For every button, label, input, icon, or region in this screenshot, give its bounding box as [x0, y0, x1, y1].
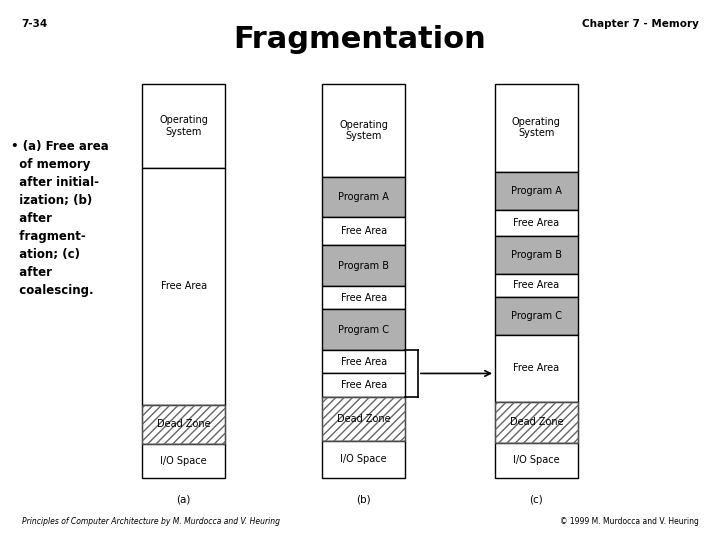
Text: Program A: Program A — [511, 186, 562, 196]
Bar — [323, 84, 405, 177]
Text: Operating
System: Operating System — [512, 117, 561, 138]
Bar — [495, 274, 577, 296]
Bar — [323, 350, 405, 374]
Text: (a): (a) — [176, 494, 191, 504]
Text: 7-34: 7-34 — [22, 19, 48, 29]
Text: Dead Zone: Dead Zone — [157, 420, 210, 429]
Bar — [323, 441, 405, 478]
Bar — [143, 168, 225, 404]
Text: (c): (c) — [529, 494, 544, 504]
Bar — [495, 236, 577, 274]
Text: I/O Space: I/O Space — [513, 455, 559, 465]
Bar — [143, 444, 225, 478]
Bar — [495, 402, 577, 443]
Text: Fragmentation: Fragmentation — [233, 25, 487, 54]
Text: Chapter 7 - Memory: Chapter 7 - Memory — [582, 19, 698, 29]
Bar — [143, 404, 225, 444]
Text: Free Area: Free Area — [513, 218, 559, 228]
Bar — [323, 286, 405, 309]
Text: © 1999 M. Murdocca and V. Heuring: © 1999 M. Murdocca and V. Heuring — [559, 517, 698, 526]
Bar — [495, 210, 577, 236]
Text: • (a) Free area
  of memory
  after initial-
  ization; (b)
  after
  fragment-
: • (a) Free area of memory after initial-… — [11, 140, 109, 298]
Text: Program A: Program A — [338, 192, 389, 202]
Text: Free Area: Free Area — [341, 226, 387, 237]
Bar — [323, 374, 405, 397]
Bar — [495, 172, 577, 210]
Bar — [495, 402, 577, 443]
Bar — [495, 335, 577, 402]
Text: Free Area: Free Area — [341, 356, 387, 367]
Text: Dead Zone: Dead Zone — [510, 417, 563, 427]
Text: Program B: Program B — [511, 250, 562, 260]
Bar — [323, 397, 405, 441]
Text: Principles of Computer Architecture by M. Murdocca and V. Heuring: Principles of Computer Architecture by M… — [22, 517, 279, 526]
Bar — [495, 296, 577, 335]
Text: Program C: Program C — [511, 310, 562, 321]
Text: Free Area: Free Area — [161, 281, 207, 292]
Bar — [495, 84, 577, 172]
Text: Dead Zone: Dead Zone — [337, 414, 390, 424]
Text: (b): (b) — [356, 494, 371, 504]
Text: Program B: Program B — [338, 261, 389, 271]
Bar — [495, 443, 577, 478]
Text: Free Area: Free Area — [341, 380, 387, 390]
Text: Free Area: Free Area — [341, 293, 387, 302]
Text: Free Area: Free Area — [513, 280, 559, 291]
Text: I/O Space: I/O Space — [161, 456, 207, 466]
Bar — [323, 218, 405, 245]
Bar — [323, 397, 405, 441]
Text: Free Area: Free Area — [513, 363, 559, 373]
Text: Operating
System: Operating System — [339, 119, 388, 141]
Bar — [143, 404, 225, 444]
Bar — [323, 309, 405, 350]
Bar — [323, 177, 405, 218]
Text: Operating
System: Operating System — [159, 115, 208, 137]
Text: I/O Space: I/O Space — [341, 454, 387, 464]
Text: Program C: Program C — [338, 325, 389, 335]
Bar — [143, 84, 225, 168]
Bar — [323, 245, 405, 286]
